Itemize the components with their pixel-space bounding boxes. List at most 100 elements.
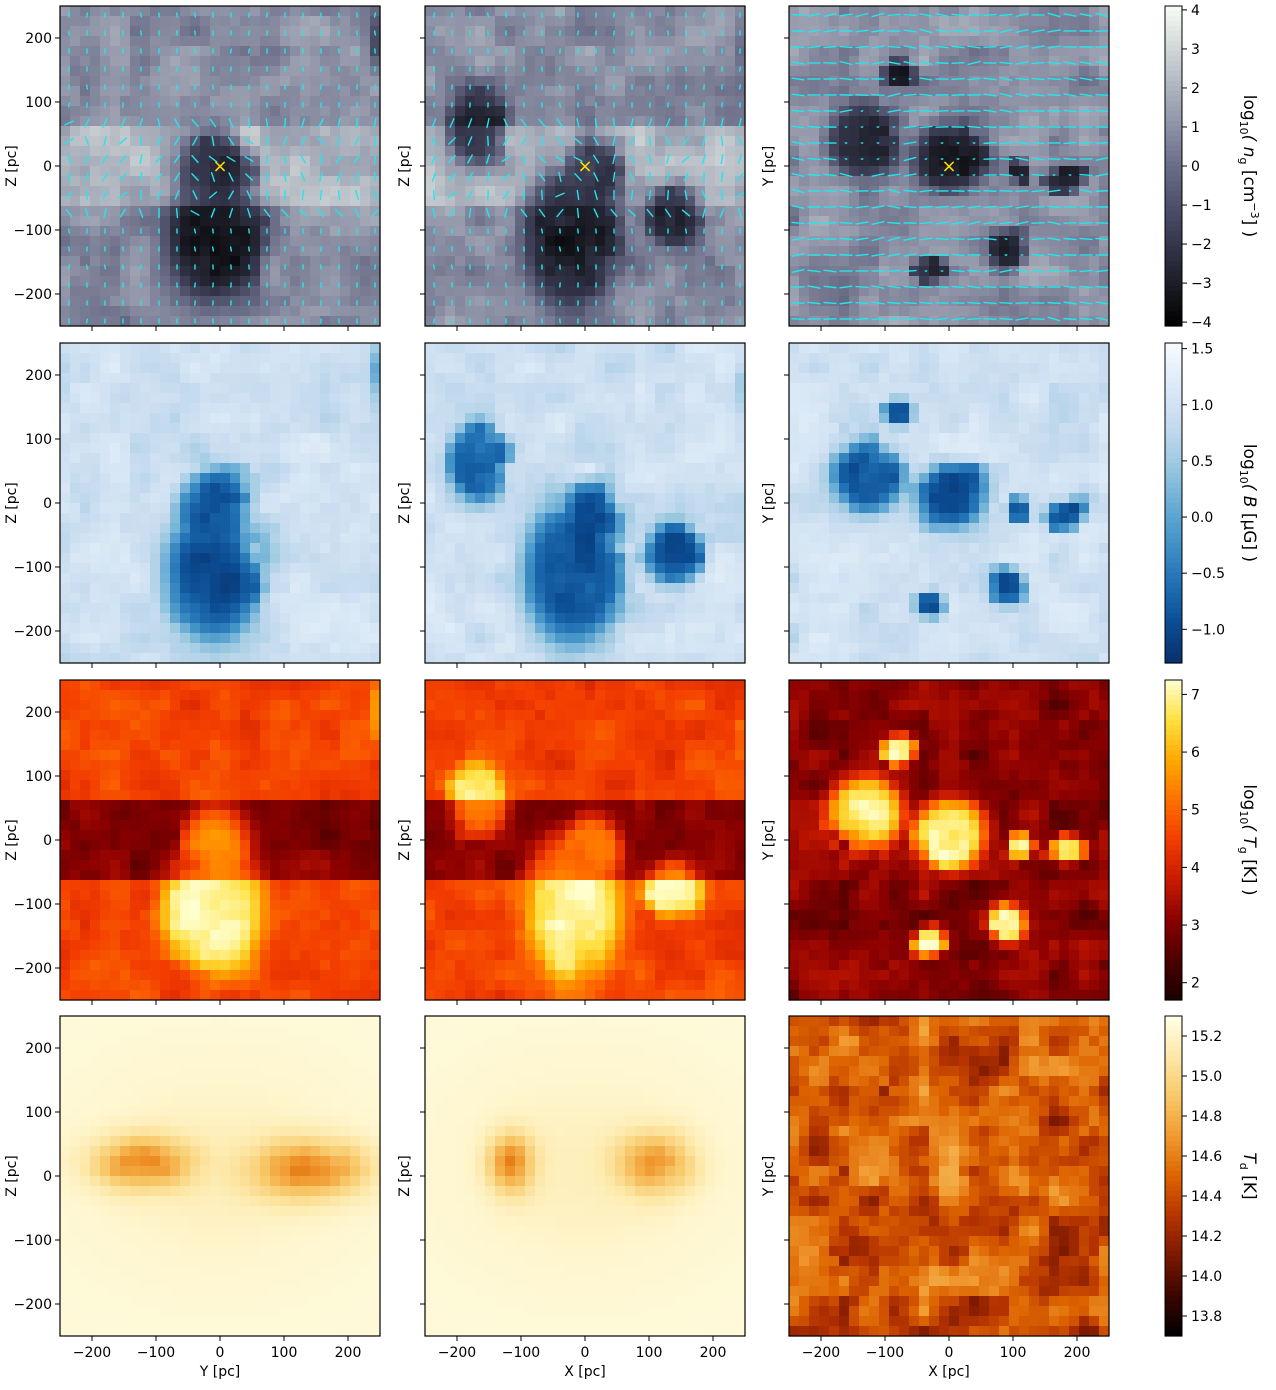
panel-dust-temperature-2: −200 −100 0 100 200 Z [pc] X [pc]	[397, 1015, 746, 1380]
colorbar-tick-label: 1	[1191, 120, 1200, 136]
y-axis-label: Z [pc]	[4, 1155, 20, 1197]
panel-gas-temperature-3: Y [pc]	[761, 679, 1110, 1005]
y-tick-label: −200	[14, 287, 52, 303]
colorbar-gas-density: 4 3 2 1 0 −1 −2 −3 −4 log10( ng [cm−3] )	[1164, 3, 1261, 331]
panel-dust-temperature-3: −200 −100 0 100 200 Y [pc] X [pc]	[761, 1015, 1110, 1380]
panel-magnetic-field-3: Y [pc]	[761, 342, 1110, 668]
x-tick-label: −100	[866, 1345, 904, 1361]
colorbar-tick-label: −0.5	[1191, 566, 1225, 582]
field-vectors-3	[791, 12, 1109, 322]
y-tick-label: −200	[14, 1297, 52, 1313]
x-tick-label: 0	[581, 1345, 590, 1361]
y-tick-label: −200	[14, 624, 52, 640]
x-tick-label: 200	[700, 1345, 727, 1361]
y-axis-label: Y [pc]	[761, 1156, 777, 1198]
colorbar-tick-label: 2	[1191, 81, 1200, 97]
panel-gas-temperature-2: Z [pc]	[397, 679, 746, 1005]
x-tick-label: 0	[216, 1345, 225, 1361]
y-tick-label: −100	[14, 560, 52, 576]
colorbar-tick-label: 0.0	[1191, 510, 1213, 526]
panel-gas-density-1: × −200 −100 0 100 200 Z [pc]	[4, 5, 381, 331]
colorbar-tick-label: −1	[1191, 198, 1212, 214]
colorbar-tick-label: −1.0	[1191, 622, 1225, 638]
x-tick-label: −200	[73, 1345, 111, 1361]
y-axis-label: Z [pc]	[4, 482, 20, 524]
y-tick-label: −100	[14, 1233, 52, 1249]
y-tick-label: 100	[25, 432, 52, 448]
origin-marker: ×	[941, 156, 956, 177]
y-tick-label: 200	[25, 705, 52, 721]
y-axis-label: Z [pc]	[397, 145, 413, 187]
y-tick-label: 200	[25, 31, 52, 47]
y-axis-label: Z [pc]	[4, 819, 20, 861]
colorbar-tick-label: 0.5	[1191, 454, 1213, 470]
x-tick-label: −200	[438, 1345, 476, 1361]
x-tick-label: 100	[1000, 1345, 1027, 1361]
x-tick-label: 200	[1064, 1345, 1091, 1361]
y-tick-label: 0	[43, 496, 52, 512]
y-tick-label: 100	[25, 1105, 52, 1121]
y-tick-label: 200	[25, 1041, 52, 1057]
y-tick-label: 100	[25, 95, 52, 111]
colorbar-tick-label: 7	[1191, 687, 1200, 703]
x-tick-label: 200	[335, 1345, 362, 1361]
origin-marker: ×	[212, 156, 227, 177]
colorbar-tick-label: 13.8	[1191, 1309, 1222, 1325]
colorbar-tick-label: −4	[1191, 315, 1212, 331]
y-tick-label: 0	[43, 1169, 52, 1185]
colorbar-tick-label: 5	[1191, 803, 1200, 819]
x-tick-label: 0	[945, 1345, 954, 1361]
x-axis-label: X [pc]	[564, 1364, 606, 1380]
colorbar-tick-label: 14.2	[1191, 1229, 1222, 1245]
colorbar-dust-temperature: 15.2 15.0 14.8 14.6 14.4 14.2 14.0 13.8 Td [K]	[1164, 1015, 1259, 1337]
x-axis-label: X [pc]	[928, 1364, 970, 1380]
colorbar-tick-label: 3	[1191, 918, 1200, 934]
colorbar-tick-label: 6	[1191, 745, 1200, 761]
y-axis-label: Z [pc]	[397, 819, 413, 861]
colorbar-tick-label: 0	[1191, 159, 1200, 175]
panel-gas-temperature-1: −200 −100 0 100 200 Z [pc]	[4, 679, 381, 1005]
x-tick-label: −100	[137, 1345, 175, 1361]
panel-gas-density-2: × Z [pc]	[397, 5, 746, 331]
colorbar-tick-label: 3	[1191, 42, 1200, 58]
y-tick-label: 100	[25, 769, 52, 785]
y-axis-label: Z [pc]	[397, 1155, 413, 1197]
x-tick-label: 100	[636, 1345, 663, 1361]
colorbar-tick-label: −2	[1191, 237, 1212, 253]
colorbar-tick-label: 14.0	[1191, 1269, 1222, 1285]
colorbar-tick-label: 1.5	[1191, 342, 1213, 358]
colorbar-tick-label: 15.0	[1191, 1069, 1222, 1085]
colorbar-label: log10( B [μG] )	[1237, 444, 1259, 562]
colorbar-tick-label: 14.8	[1191, 1109, 1222, 1125]
colorbar-tick-label: 14.4	[1191, 1189, 1222, 1205]
colorbar-tick-label: 2	[1191, 976, 1200, 992]
y-axis-label: Y [pc]	[761, 146, 777, 188]
field-vectors-1	[64, 12, 379, 324]
colorbar-tick-label: 4	[1191, 3, 1200, 19]
x-tick-label: −200	[802, 1345, 840, 1361]
y-tick-label: −200	[14, 961, 52, 977]
colorbar-label: log10( ng [cm−3] )	[1237, 95, 1261, 238]
x-axis-label: Y [pc]	[199, 1364, 241, 1380]
y-axis-label: Z [pc]	[4, 145, 20, 187]
origin-marker: ×	[577, 156, 592, 177]
y-tick-label: −100	[14, 897, 52, 913]
panel-dust-temperature-1: −200 −200 −100 −100 0 0 100 100 200 200 Z [pc] Y [p…	[4, 1015, 381, 1380]
panel-magnetic-field-2: Z [pc]	[397, 342, 746, 668]
colorbar-tick-label: −3	[1191, 276, 1212, 292]
colorbar-label: Td [K]	[1237, 1152, 1259, 1199]
y-axis-label: Y [pc]	[761, 820, 777, 862]
field-vectors-2	[431, 12, 745, 324]
colorbar-tick-label: 1.0	[1191, 398, 1213, 414]
y-axis-label: Z [pc]	[397, 482, 413, 524]
y-tick-label: 0	[43, 833, 52, 849]
y-tick-label: 0	[43, 159, 52, 175]
colorbar-gas-temperature: 7 6 5 4 3 2 log10( Tg [K] )	[1164, 679, 1259, 1001]
panel-magnetic-field-1: −200 −100 0 100 200 Z [pc]	[4, 342, 381, 668]
x-tick-label: 100	[271, 1345, 298, 1361]
colorbar-magnetic-field: 1.5 1.0 0.5 0.0 −0.5 −1.0 log10( B [μG] )	[1164, 342, 1259, 664]
y-tick-label: −100	[14, 223, 52, 239]
colorbar-tick-label: 4	[1191, 860, 1200, 876]
colorbar-tick-label: 14.6	[1191, 1149, 1222, 1165]
